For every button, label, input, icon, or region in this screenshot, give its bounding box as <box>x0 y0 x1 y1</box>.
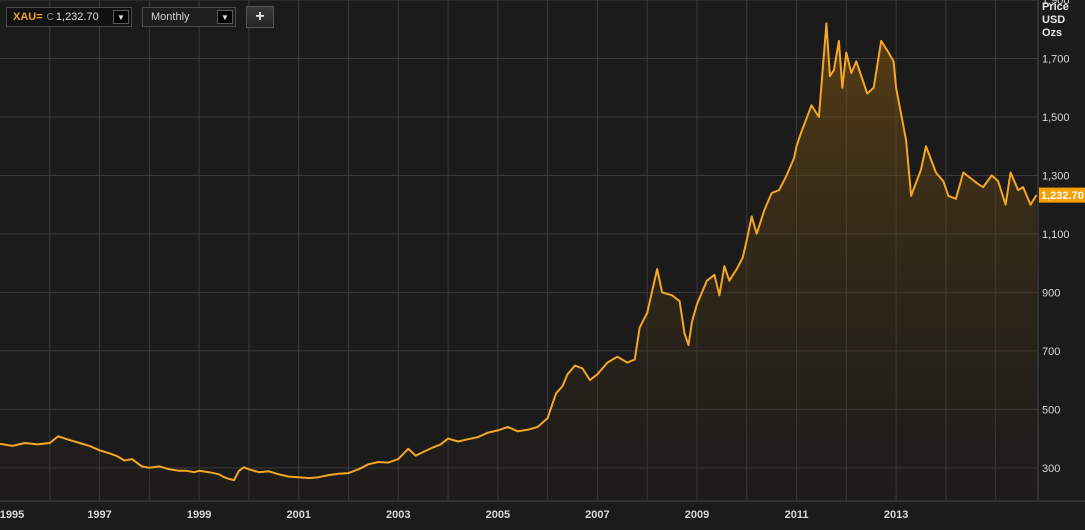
last-value-marker: 1,232.70 <box>1039 187 1085 203</box>
y-axis: 300 500 700 900 1,100 1,300 1,500 1,700 1,900 <box>1042 0 1070 475</box>
x-tick-label: 2013 <box>884 509 908 521</box>
x-tick-label: 2001 <box>286 509 310 521</box>
period-selector[interactable]: Monthly ▼ <box>142 7 236 27</box>
triangle-down-icon[interactable]: ▼ <box>217 10 233 24</box>
y-tick-label: 1,500 <box>1042 112 1070 124</box>
y-tick-label: 500 <box>1042 404 1060 416</box>
y-tick-label: 1,100 <box>1042 229 1070 241</box>
symbol-selector[interactable]: XAU= C 1,232.70 ▼ <box>6 7 132 27</box>
y-axis-title-line: USD <box>1042 14 1066 26</box>
y-tick-label: 1,300 <box>1042 170 1070 182</box>
y-axis-title-line: Ozs <box>1042 27 1063 39</box>
x-tick-label: 2005 <box>486 509 510 521</box>
x-tick-label: 1997 <box>87 509 111 521</box>
y-axis-title: Price USD Ozs <box>1042 1 1069 40</box>
price-area <box>0 23 1037 501</box>
last-price-value: 1,232.70 <box>55 11 99 23</box>
triangle-down-icon[interactable]: ▼ <box>113 10 129 24</box>
y-tick-label: 900 <box>1042 287 1060 299</box>
y-tick-label: 1,700 <box>1042 53 1070 65</box>
period-label: Monthly <box>151 11 190 23</box>
last-value-label: 1,232.70 <box>1041 190 1084 202</box>
add-button-label: + <box>255 8 265 25</box>
symbol-code: XAU= <box>13 11 43 23</box>
y-tick-label: 300 <box>1042 463 1060 475</box>
x-tick-label: 2003 <box>386 509 410 521</box>
x-tick-label: 1999 <box>187 509 211 521</box>
y-tick-label: 1,900 <box>1042 0 1070 7</box>
x-tick-label: 2009 <box>685 509 709 521</box>
x-axis: 1995 1997 1999 2001 2003 2005 2007 2009 2011 2013 <box>0 509 908 521</box>
plus-icon[interactable]: + <box>246 6 274 28</box>
x-tick-label: 2007 <box>585 509 609 521</box>
chart-toolbar: XAU= C 1,232.70 ▼ Monthly ▼ + <box>6 6 274 29</box>
last-value-badge <box>1039 187 1085 203</box>
y-tick-label: 700 <box>1042 346 1060 358</box>
close-type-label: C <box>46 11 54 23</box>
y-axis-title-line: Price <box>1042 1 1069 13</box>
price-line[interactable] <box>0 22 1038 482</box>
x-tick-label: 1995 <box>0 509 24 521</box>
x-tick-label: 2011 <box>785 509 809 521</box>
